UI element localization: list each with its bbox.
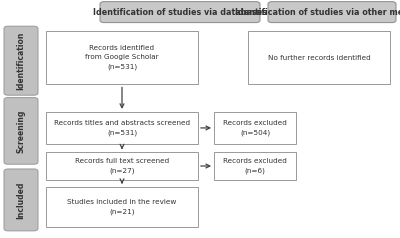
FancyBboxPatch shape bbox=[4, 98, 38, 164]
FancyBboxPatch shape bbox=[268, 2, 396, 23]
FancyBboxPatch shape bbox=[46, 152, 198, 180]
FancyBboxPatch shape bbox=[46, 187, 198, 227]
Text: Identification of studies via databases: Identification of studies via databases bbox=[93, 8, 267, 17]
FancyBboxPatch shape bbox=[248, 31, 390, 84]
Text: Screening: Screening bbox=[16, 109, 26, 153]
Text: Studies included in the review
(n=21): Studies included in the review (n=21) bbox=[67, 199, 177, 215]
Text: Records excluded
(n=504): Records excluded (n=504) bbox=[223, 120, 287, 136]
FancyBboxPatch shape bbox=[100, 2, 260, 23]
Text: Records full text screened
(n=27): Records full text screened (n=27) bbox=[75, 158, 169, 174]
Text: Identification of studies via other methods: Identification of studies via other meth… bbox=[235, 8, 400, 17]
FancyBboxPatch shape bbox=[4, 169, 38, 231]
Text: Identification: Identification bbox=[16, 31, 26, 90]
FancyBboxPatch shape bbox=[4, 26, 38, 95]
Text: Included: Included bbox=[16, 181, 26, 219]
FancyBboxPatch shape bbox=[46, 31, 198, 84]
FancyBboxPatch shape bbox=[46, 112, 198, 144]
Text: Records titles and abstracts screened
(n=531): Records titles and abstracts screened (n… bbox=[54, 120, 190, 136]
Text: Records identified
from Google Scholar
(n=531): Records identified from Google Scholar (… bbox=[85, 45, 159, 70]
Text: No further records identified: No further records identified bbox=[268, 55, 370, 61]
Text: Records excluded
(n=6): Records excluded (n=6) bbox=[223, 158, 287, 174]
FancyBboxPatch shape bbox=[214, 112, 296, 144]
FancyBboxPatch shape bbox=[214, 152, 296, 180]
